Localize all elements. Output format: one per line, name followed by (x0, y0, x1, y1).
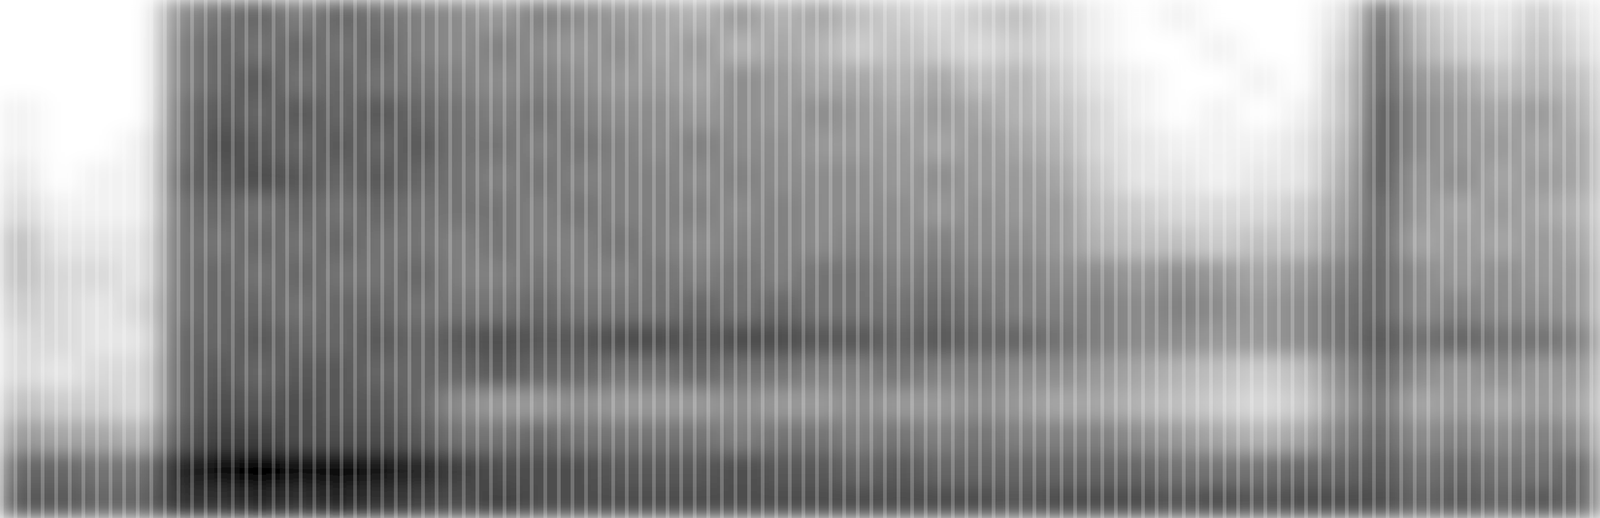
background (0, 0, 1600, 518)
striation (0, 0, 1600, 518)
cells (0, 0, 1600, 518)
spectrogram (0, 0, 1600, 518)
